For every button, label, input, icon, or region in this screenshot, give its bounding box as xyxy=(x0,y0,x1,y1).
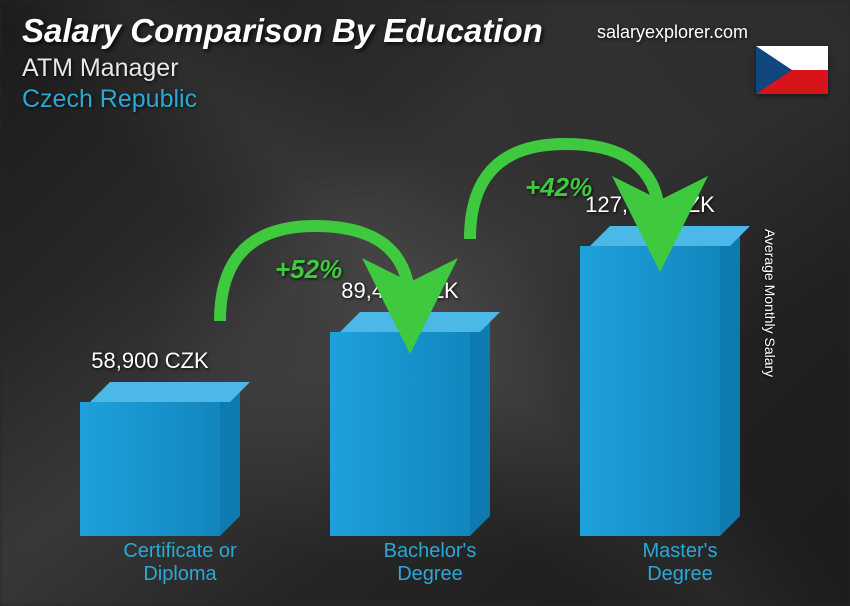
increase-arrow-1: +42% xyxy=(450,124,680,269)
bar-front xyxy=(580,246,720,536)
bar-side xyxy=(220,382,240,536)
source-label: salaryexplorer.com xyxy=(597,22,748,43)
bar-category-label: Certificate orDiploma xyxy=(80,540,280,586)
percent-increase-label: +42% xyxy=(525,172,592,203)
bar-top xyxy=(90,382,250,402)
chart-subtitle: ATM Manager xyxy=(22,54,828,83)
increase-arrow-0: +52% xyxy=(200,206,430,351)
chart-country: Czech Republic xyxy=(22,85,828,114)
bar-side xyxy=(470,312,490,536)
bar-front xyxy=(80,402,220,536)
percent-increase-label: +52% xyxy=(275,254,342,285)
bar-chart: 58,900 CZK Certificate orDiploma 89,400 … xyxy=(40,116,790,586)
bar-front xyxy=(330,332,470,536)
bar-category-label: Bachelor'sDegree xyxy=(330,540,530,586)
bar-category-label: Master'sDegree xyxy=(580,540,780,586)
bar-side xyxy=(720,226,740,536)
czech-flag-icon xyxy=(756,46,828,94)
bar-value-label: 58,900 CZK xyxy=(50,348,250,374)
